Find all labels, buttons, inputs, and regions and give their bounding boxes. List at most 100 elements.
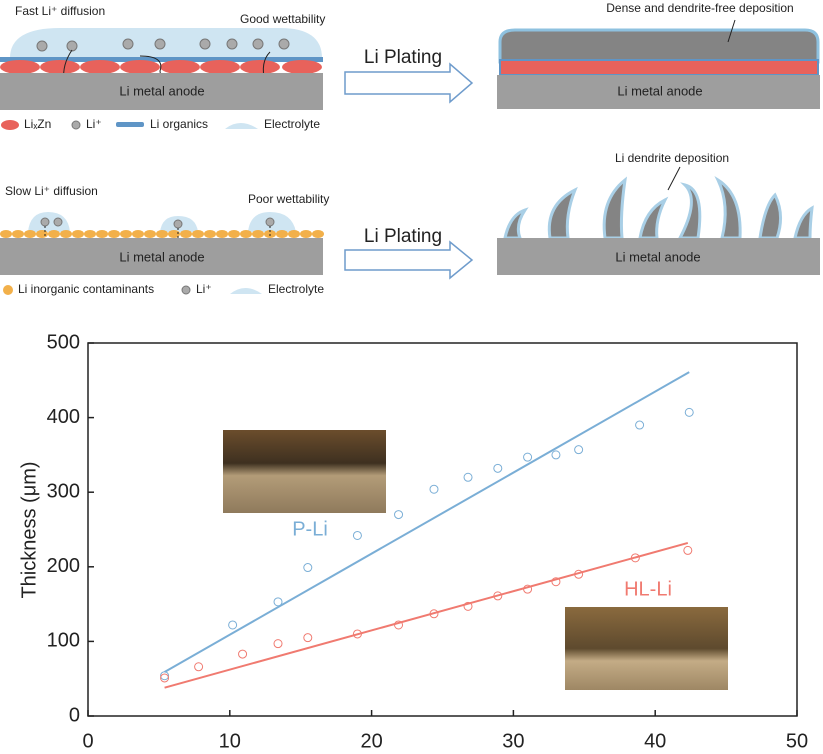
deposit xyxy=(498,28,820,64)
y-tick-label: 100 xyxy=(47,630,80,652)
label: Li metal anode xyxy=(119,249,204,264)
legend-swatch xyxy=(181,285,191,295)
inset-image xyxy=(565,607,728,690)
series-label: P-Li xyxy=(292,518,328,540)
point xyxy=(429,484,439,494)
label: Li metal anode xyxy=(615,249,700,264)
legend-swatch xyxy=(116,122,144,127)
contaminant xyxy=(0,230,12,238)
x-tick-label: 0 xyxy=(82,730,93,752)
point xyxy=(574,569,584,579)
li-ions xyxy=(36,38,290,52)
contaminant xyxy=(84,230,96,238)
point xyxy=(493,463,503,473)
legend-label: Li⁺ xyxy=(196,282,212,296)
y-tick-label: 300 xyxy=(47,480,80,502)
x-tick-label: 40 xyxy=(644,730,666,752)
x-tick-label: 20 xyxy=(360,730,382,752)
contaminant xyxy=(252,230,264,238)
contaminant xyxy=(216,230,228,238)
label: Dense and dendrite-free deposition xyxy=(606,1,793,15)
point xyxy=(683,545,693,555)
electrolyte xyxy=(28,212,296,232)
point xyxy=(238,649,248,659)
point xyxy=(273,597,283,607)
y-tick-label: 200 xyxy=(47,555,80,577)
anode xyxy=(0,73,323,110)
anode xyxy=(497,238,820,275)
point xyxy=(551,577,561,587)
point xyxy=(493,591,503,601)
contaminant xyxy=(300,230,312,238)
contaminant xyxy=(108,230,120,238)
point xyxy=(352,530,362,540)
pointer xyxy=(667,166,681,191)
contaminant xyxy=(24,230,36,238)
point xyxy=(303,633,313,643)
legend-label: Li organics xyxy=(150,117,208,131)
label: Good wettability xyxy=(240,12,325,26)
arrow xyxy=(344,240,474,280)
lixzn-layer xyxy=(499,59,819,76)
point xyxy=(160,671,170,681)
contaminant xyxy=(204,230,216,238)
point xyxy=(303,563,313,573)
contaminant xyxy=(288,230,300,238)
point xyxy=(523,452,533,462)
fit-line xyxy=(164,541,689,689)
point xyxy=(429,609,439,619)
point xyxy=(228,620,238,630)
contaminant xyxy=(36,230,48,238)
organics xyxy=(0,57,323,62)
label: Slow Li⁺ diffusion xyxy=(5,184,98,198)
y-tick-label: 400 xyxy=(47,406,80,428)
point xyxy=(463,601,473,611)
contaminant xyxy=(228,230,240,238)
anode xyxy=(0,238,323,275)
contaminant xyxy=(48,230,60,238)
legend-swatch xyxy=(225,123,258,129)
electrolyte xyxy=(10,28,322,58)
label: Li metal anode xyxy=(617,83,702,98)
legend-swatch xyxy=(3,285,13,295)
label: Poor wettability xyxy=(248,192,329,206)
y-tick-label: 500 xyxy=(47,331,80,353)
point xyxy=(352,629,362,639)
point xyxy=(160,673,170,683)
schematic: Fast Li⁺ diffusion Good wettability Li m… xyxy=(0,1,820,296)
contaminant xyxy=(144,230,156,238)
x-tick-label: 10 xyxy=(219,730,241,752)
point xyxy=(635,420,645,430)
point xyxy=(273,639,283,649)
label: Li Plating xyxy=(364,226,442,247)
dendrites xyxy=(503,175,814,240)
label: Li Plating xyxy=(364,47,442,68)
label: Li dendrite deposition xyxy=(615,151,729,165)
y-axis-label: Thickness (μm) xyxy=(18,461,40,598)
legend-label: LiₓZn xyxy=(24,117,51,131)
label: Li metal anode xyxy=(119,83,204,98)
lixzn-layer xyxy=(0,60,322,74)
legend-swatch xyxy=(1,120,19,130)
legend-swatch xyxy=(71,120,81,130)
point xyxy=(630,553,640,563)
arrow xyxy=(344,62,474,104)
point xyxy=(551,450,561,460)
fit-line xyxy=(164,371,690,673)
contaminant xyxy=(12,230,24,238)
contaminant xyxy=(72,230,84,238)
contaminant xyxy=(192,230,204,238)
chart: Thickness (μm) xyxy=(18,342,798,717)
contaminant xyxy=(96,230,108,238)
point xyxy=(394,620,404,630)
inset-image xyxy=(223,430,386,513)
contaminant xyxy=(240,230,252,238)
point xyxy=(194,662,204,672)
y-tick-label: 0 xyxy=(69,704,80,726)
plot-frame xyxy=(87,342,798,717)
legend-label: Li inorganic contaminants xyxy=(18,282,154,296)
contaminant xyxy=(276,230,288,238)
contaminant xyxy=(60,230,72,238)
point xyxy=(684,407,694,417)
